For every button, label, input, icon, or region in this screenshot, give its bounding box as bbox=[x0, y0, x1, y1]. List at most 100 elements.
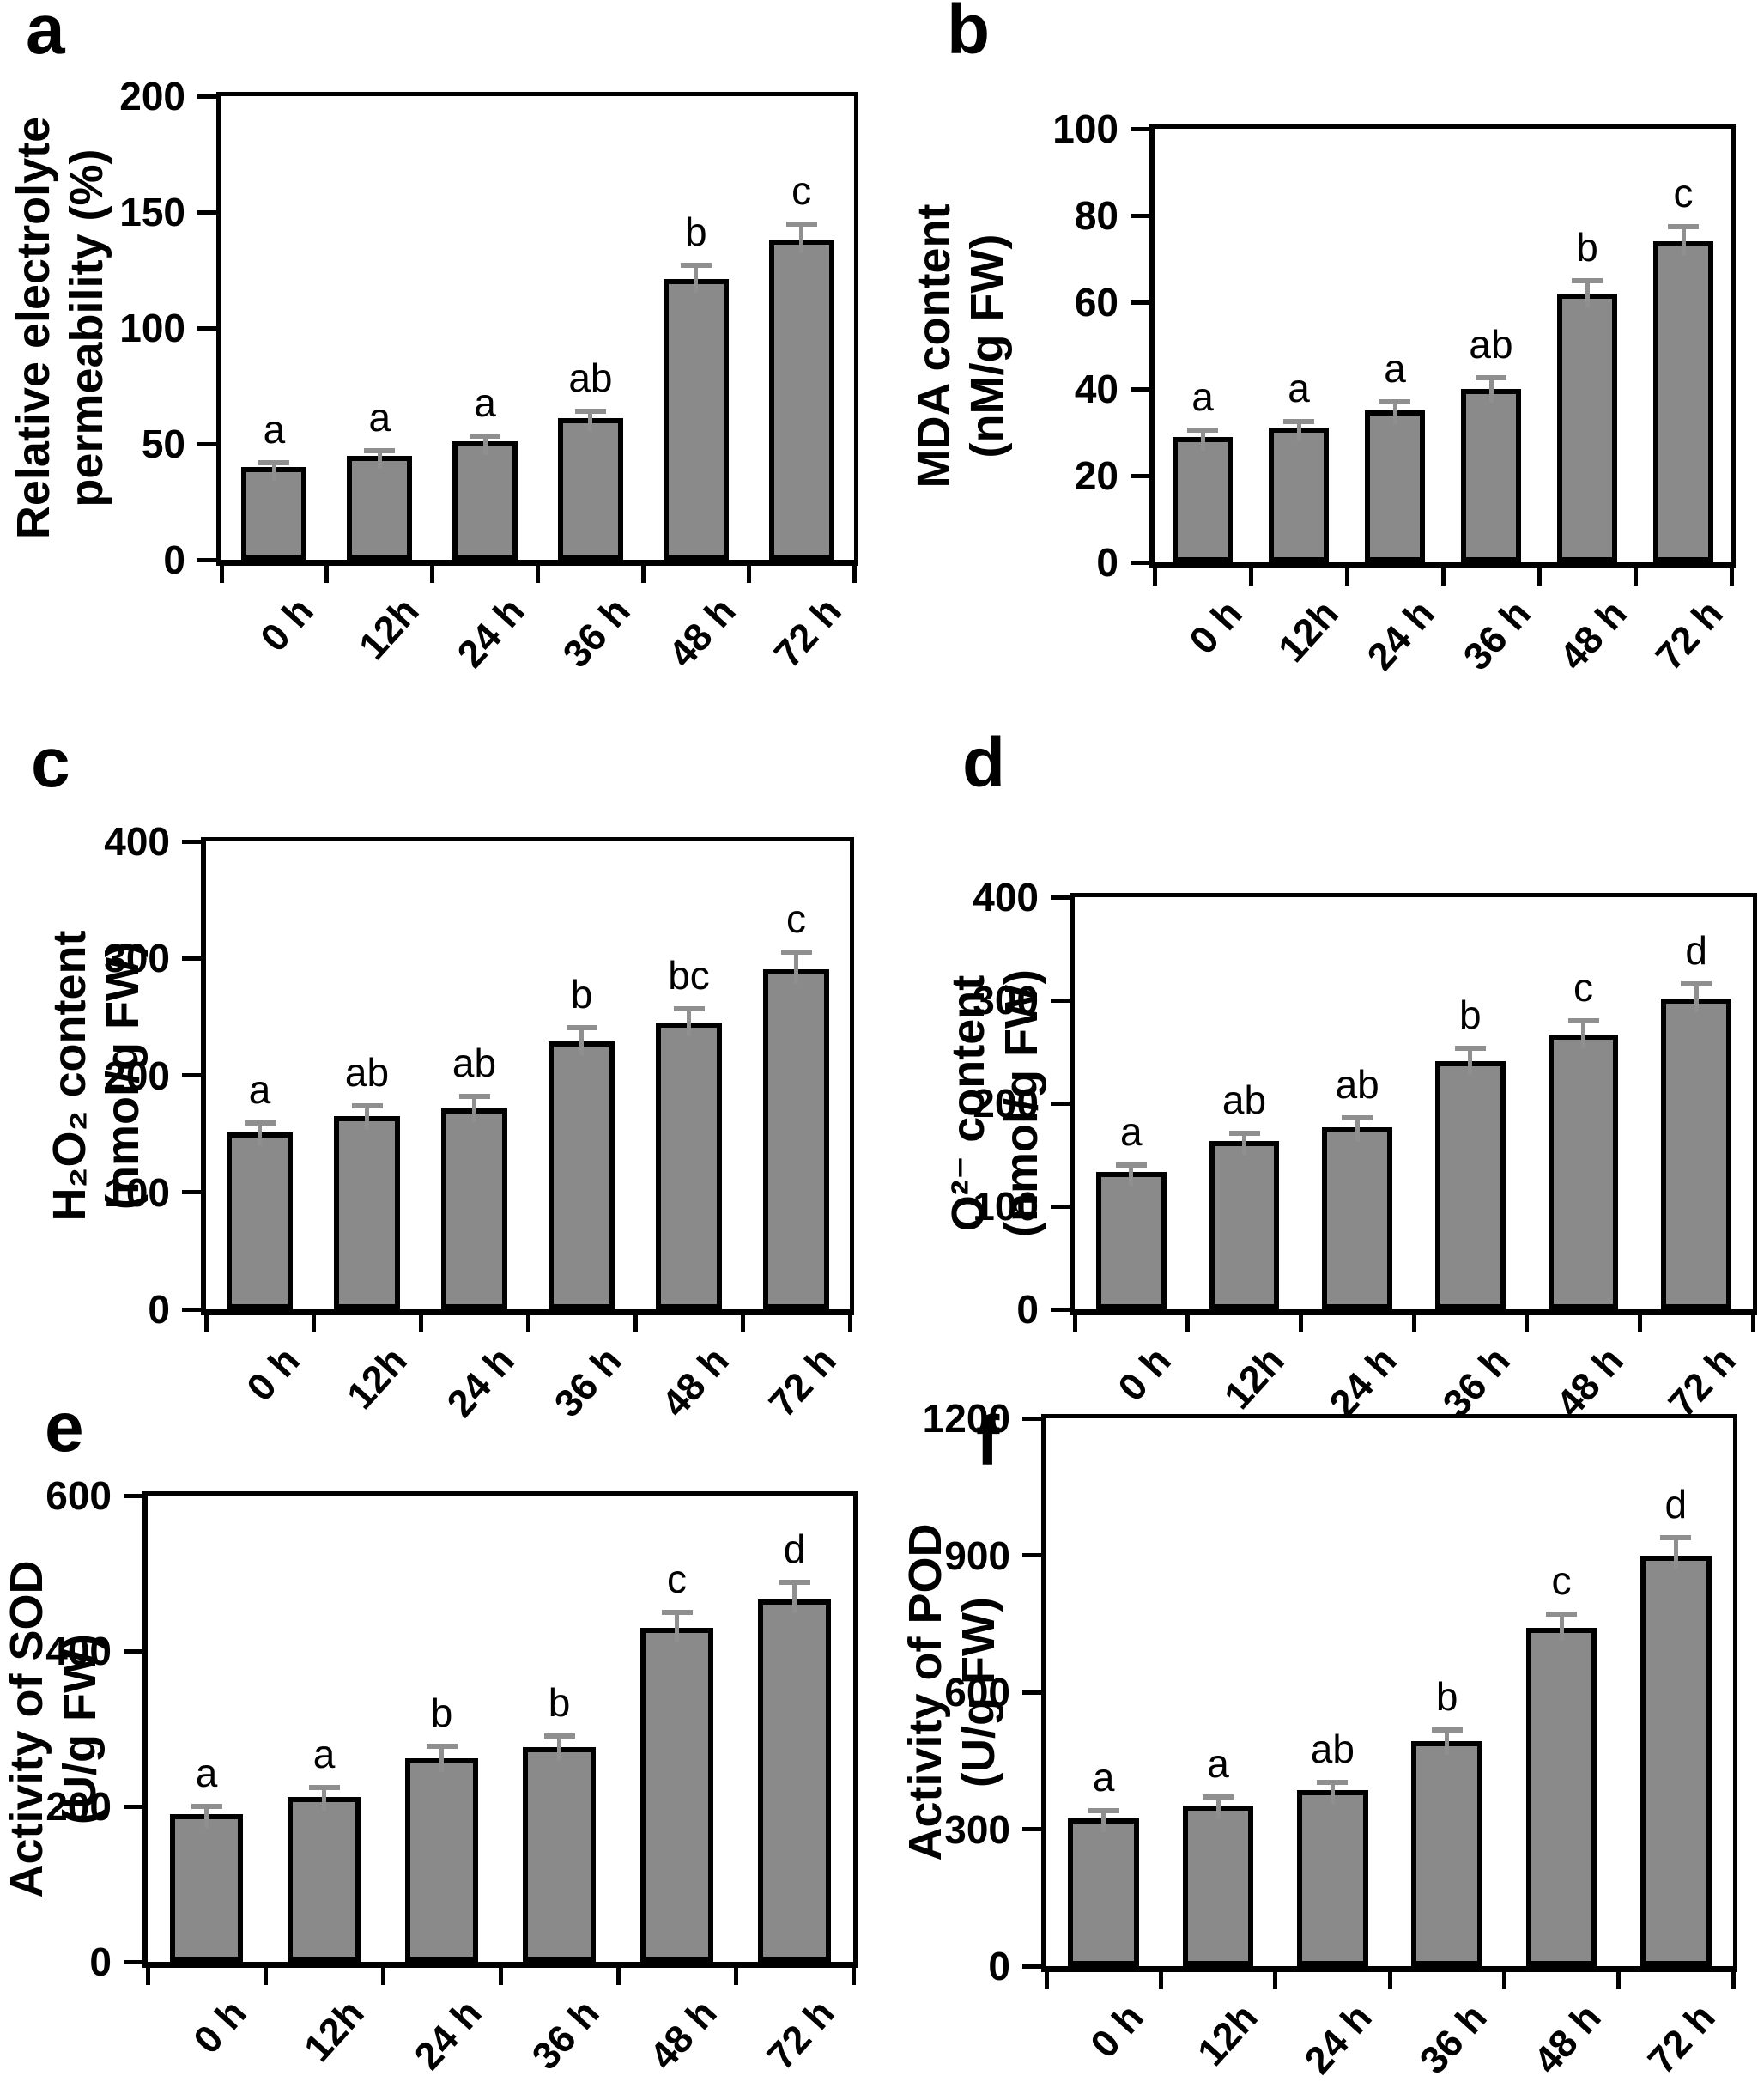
x-tick-mark bbox=[311, 1315, 316, 1332]
error-bar-line bbox=[557, 1735, 561, 1762]
error-bar-line bbox=[365, 1105, 369, 1131]
x-tick-mark bbox=[1185, 1315, 1191, 1332]
significance-letter: a bbox=[368, 395, 391, 440]
x-tick-label: 72 h bbox=[1646, 591, 1731, 679]
y-tick-mark bbox=[1131, 300, 1149, 305]
bar bbox=[762, 968, 830, 1309]
y-tick-label: 200 bbox=[973, 1081, 1039, 1126]
x-tick-mark bbox=[536, 566, 540, 583]
bar bbox=[1068, 1818, 1139, 1966]
significance-letter: b bbox=[684, 209, 707, 255]
error-bar-line bbox=[1296, 421, 1301, 442]
y-axis-title-line1: MDA content bbox=[908, 203, 960, 488]
significance-letter: c bbox=[786, 896, 806, 942]
y-tick-mark bbox=[1022, 1416, 1041, 1421]
bar bbox=[1661, 998, 1731, 1309]
error-bar-line bbox=[1694, 983, 1699, 1012]
x-tick-mark bbox=[633, 1315, 638, 1332]
significance-letter: ab bbox=[1335, 1061, 1379, 1107]
bar bbox=[226, 1132, 294, 1309]
y-tick-label: 600 bbox=[45, 1473, 112, 1518]
bar bbox=[440, 1108, 508, 1309]
significance-letter: a bbox=[1120, 1109, 1143, 1154]
error-bar-cap bbox=[1668, 223, 1699, 229]
x-tick-mark bbox=[1729, 568, 1734, 586]
error-bar-line bbox=[675, 1612, 679, 1642]
panel-c: c H₂O₂ content (nmol/g FW) 0 100 200 300 400… bbox=[0, 678, 882, 1425]
x-tick-label: 36 h bbox=[1410, 1994, 1495, 2082]
y-tick-mark bbox=[197, 209, 216, 215]
significance-letter: ab bbox=[568, 355, 613, 401]
error-bar-line bbox=[1355, 1117, 1360, 1141]
y-tick-label: 0 bbox=[1016, 1287, 1039, 1332]
bar bbox=[452, 441, 518, 560]
y-axis-title-line1: Activity of SOD bbox=[1, 1559, 52, 1898]
y-tick-label: 0 bbox=[1096, 540, 1118, 585]
error-bar-line bbox=[472, 1096, 476, 1122]
y-axis-title-line2: (U/g FW) bbox=[54, 1633, 106, 1824]
significance-letter: d bbox=[1685, 927, 1707, 973]
x-tick-label: 0 h bbox=[184, 1990, 255, 2062]
x-tick-mark bbox=[1537, 568, 1542, 586]
x-tick-mark bbox=[1158, 1972, 1163, 1989]
bar bbox=[1173, 436, 1233, 562]
panel-a: a Relative electrolyte permeability (%) … bbox=[0, 0, 882, 678]
error-bar-cap bbox=[1572, 277, 1603, 283]
y-tick-mark bbox=[182, 1073, 201, 1077]
x-tick-label: 48 h bbox=[659, 588, 744, 677]
y-tick-label: 20 bbox=[1074, 453, 1118, 498]
significance-letter: a bbox=[474, 379, 496, 425]
bar bbox=[768, 240, 834, 560]
panel-f-letter: f bbox=[976, 1402, 999, 1480]
error-bar-line bbox=[794, 952, 798, 983]
bar bbox=[1411, 1741, 1482, 1966]
x-tick-label: 0 h bbox=[1081, 1994, 1152, 2067]
y-tick-mark bbox=[197, 441, 216, 446]
error-bar-line bbox=[1215, 1797, 1221, 1819]
bar bbox=[1096, 1172, 1167, 1309]
bar bbox=[655, 1023, 723, 1309]
x-tick-label: 12h bbox=[350, 588, 427, 668]
y-tick-label: 200 bbox=[45, 1784, 112, 1829]
x-tick-mark bbox=[263, 1968, 268, 1985]
bar bbox=[1322, 1126, 1392, 1309]
error-bar-line bbox=[1392, 402, 1397, 425]
significance-letter: b bbox=[1459, 992, 1482, 1038]
y-tick-label: 100 bbox=[119, 306, 185, 350]
error-bar-cap bbox=[1187, 427, 1218, 433]
significance-letter: c bbox=[1551, 1557, 1572, 1603]
panel-d: d O²⁻ content (nmol/g FW) 0 100 200 300 400 a… bbox=[882, 678, 1764, 1425]
error-bar-line bbox=[322, 1788, 326, 1812]
bar bbox=[1557, 293, 1617, 562]
error-bar-cap bbox=[543, 1733, 575, 1739]
error-bar-line bbox=[439, 1746, 444, 1772]
error-bar-line bbox=[799, 223, 804, 254]
y-tick-mark bbox=[124, 1648, 142, 1654]
y-tick-mark bbox=[182, 1307, 201, 1312]
bar bbox=[1297, 1790, 1368, 1966]
bar bbox=[548, 1041, 615, 1309]
y-tick-mark bbox=[197, 94, 216, 99]
significance-letter: b bbox=[1576, 224, 1598, 270]
error-bar-line bbox=[1581, 1021, 1585, 1048]
y-tick-mark bbox=[1131, 473, 1149, 478]
y-tick-mark bbox=[1051, 895, 1070, 900]
error-bar-line bbox=[792, 1582, 797, 1614]
panel-f: f Activity of POD (U/g FW) 0 300 600 900 120… bbox=[882, 1382, 1764, 2082]
error-bar-cap bbox=[1660, 1535, 1692, 1541]
x-tick-mark bbox=[1044, 1972, 1049, 1989]
error-bar-cap bbox=[458, 1094, 490, 1100]
error-bar-cap bbox=[1342, 1114, 1373, 1120]
x-tick-mark bbox=[1750, 1315, 1755, 1332]
x-tick-mark bbox=[380, 1968, 385, 1985]
error-bar-cap bbox=[258, 459, 290, 465]
significance-letter: c bbox=[791, 167, 812, 213]
panel-e-letter: e bbox=[45, 1388, 84, 1466]
y-tick-mark bbox=[182, 839, 201, 844]
y-tick-label: 400 bbox=[45, 1629, 112, 1673]
y-tick-mark bbox=[1051, 1307, 1070, 1312]
x-tick-label: 12h bbox=[1269, 591, 1347, 671]
significance-letter: a bbox=[312, 1732, 336, 1777]
x-tick-mark bbox=[430, 566, 435, 583]
significance-letter: ab bbox=[1221, 1077, 1267, 1122]
